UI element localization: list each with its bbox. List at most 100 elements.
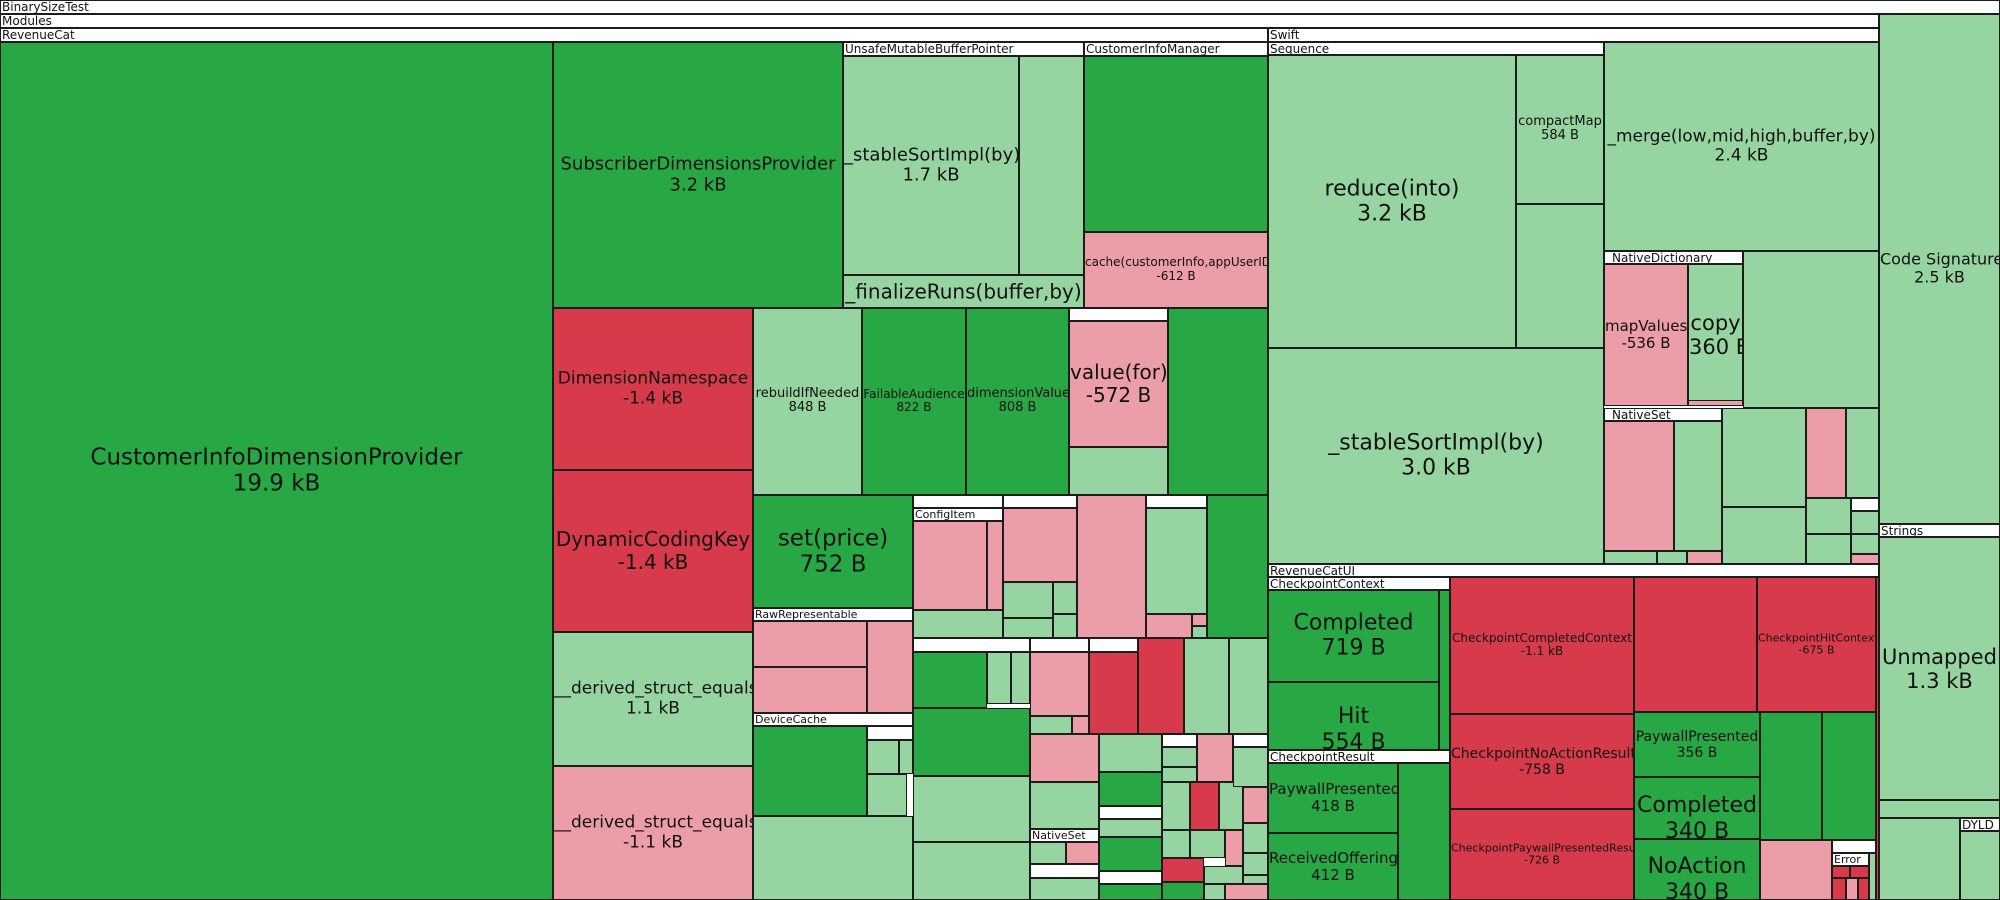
- tile-white-e[interactable]: [1099, 806, 1162, 819]
- tile-rebuild-if-needed[interactable]: rebuildIfNeeded 848 B: [753, 308, 862, 495]
- tile-dg-d[interactable]: [1099, 837, 1162, 871]
- tile-checkpoint-no-action-result[interactable]: CheckpointNoActionResult -758 B: [1450, 714, 1634, 809]
- tile-value-for-small[interactable]: [1069, 447, 1168, 495]
- tile-context-sliver[interactable]: [1439, 590, 1450, 750]
- tile-white-d[interactable]: [1030, 864, 1099, 878]
- tile-lg-d[interactable]: [913, 842, 1030, 900]
- tile-result-green-b[interactable]: [1822, 712, 1876, 840]
- tile-error-e[interactable]: [1858, 878, 1869, 900]
- tile-config-item-c[interactable]: [913, 610, 1003, 638]
- tile-lr-h[interactable]: [1225, 884, 1268, 900]
- tile-native-set-g[interactable]: [1806, 498, 1851, 534]
- tile-copy-sliver[interactable]: [1688, 400, 1743, 406]
- tile-native-set-k[interactable]: [1851, 554, 1879, 564]
- tile-subscriber-dimensions-provider[interactable]: SubscriberDimensionsProvider 3.2 kB: [553, 42, 843, 308]
- tile-map-values[interactable]: mapValues -536 B: [1604, 264, 1688, 406]
- tile-native-set-a[interactable]: [1604, 421, 1674, 551]
- tile-cache-customer-info[interactable]: cache(customerInfo,appUserID) -612 B: [1084, 232, 1268, 308]
- tile-green-d[interactable]: [1053, 614, 1077, 638]
- tile-dr-a[interactable]: [1089, 652, 1138, 734]
- tile-dg-e[interactable]: [1099, 884, 1162, 900]
- tile-lg-j[interactable]: [1030, 878, 1099, 900]
- tile-header-b[interactable]: [1146, 495, 1207, 508]
- tile-white-g[interactable]: [1162, 734, 1197, 747]
- tile-stable-sort-impl-swift[interactable]: _stableSortImpl(by) 3.0 kB: [1268, 348, 1604, 564]
- tile-raw-rep-b[interactable]: [867, 621, 913, 713]
- tile-native-dict-side[interactable]: [1743, 251, 1879, 408]
- tile-native-set-header[interactable]: [1851, 498, 1879, 511]
- tile-result-pink[interactable]: [1760, 840, 1832, 900]
- tile-dr-c[interactable]: [1162, 858, 1204, 882]
- tile-lr-g[interactable]: [1225, 830, 1243, 866]
- tile-checkpoint-hit-context[interactable]: CheckpointHitContext -675 B: [1757, 577, 1876, 712]
- tile-native-set-n[interactable]: [1687, 551, 1722, 564]
- tile-header-a[interactable]: [1003, 495, 1077, 508]
- tile-device-cache-e[interactable]: [753, 816, 913, 900]
- tile-green-e[interactable]: [1146, 508, 1207, 614]
- tile-green-f[interactable]: [1192, 626, 1207, 638]
- tile-native-set-i[interactable]: [1806, 534, 1851, 564]
- tile-lg-c[interactable]: [913, 776, 1030, 842]
- tile-green-block[interactable]: [1168, 308, 1268, 495]
- tile-completed-result[interactable]: Completed 340 B: [1634, 777, 1760, 839]
- tile-sequence-small[interactable]: [1516, 204, 1604, 348]
- tile-lg-f[interactable]: [1184, 638, 1229, 734]
- tile-pink-c[interactable]: [1146, 614, 1192, 638]
- tile-lg-e[interactable]: [1030, 716, 1072, 734]
- tile-merge[interactable]: _merge(low,mid,high,buffer,by) 2.4 kB: [1604, 42, 1879, 251]
- tile-dg-c[interactable]: [1099, 772, 1162, 806]
- tile-native-set-h[interactable]: [1851, 511, 1879, 534]
- tile-lg-w[interactable]: [1204, 884, 1225, 900]
- tile-value-for[interactable]: value(for) -572 B: [1069, 321, 1168, 447]
- tile-green-a[interactable]: [1003, 582, 1053, 618]
- tile-red-sliver[interactable]: [1876, 577, 1879, 900]
- tile-lg-t[interactable]: [1243, 823, 1268, 853]
- tile-failable-audience[interactable]: FailableAudience 822 B: [862, 308, 966, 495]
- tile-lg-k[interactable]: [1099, 734, 1162, 772]
- tile-device-cache-c[interactable]: [899, 740, 913, 774]
- tile-lr-f[interactable]: [1243, 787, 1268, 823]
- tile-lg-i[interactable]: [1030, 842, 1066, 864]
- tile-lg-v[interactable]: [1204, 866, 1243, 884]
- tile-lg-r[interactable]: [1190, 830, 1225, 858]
- tile-derived-struct-equals-2[interactable]: __derived_struct_equals -1.1 kB: [553, 766, 753, 900]
- tile-dg-a[interactable]: [913, 652, 987, 708]
- tile-dynamic-coding-key[interactable]: DynamicCodingKey -1.4 kB: [553, 470, 753, 632]
- tile-unmapped[interactable]: Unmapped 1.3 kB: [1879, 537, 2000, 800]
- tile-lr-c[interactable]: [1030, 734, 1099, 782]
- tile-header-c[interactable]: [913, 495, 1003, 508]
- tile-lg-s[interactable]: [1233, 747, 1268, 787]
- tile-unsafe-small[interactable]: [1019, 56, 1084, 275]
- tile-checkpoint-red-block[interactable]: [1634, 577, 1757, 712]
- tile-dg-b[interactable]: [913, 708, 1030, 776]
- tile-native-set-c[interactable]: [1722, 408, 1806, 507]
- tile-error-d[interactable]: [1846, 878, 1858, 900]
- tile-white-h[interactable]: [1233, 734, 1268, 747]
- tile-right-strip[interactable]: [1879, 800, 2000, 818]
- tile-customer-info-dimension-provider[interactable]: CustomerInfoDimensionProvider 19.9 kB: [0, 42, 553, 900]
- tile-white-c[interactable]: [1089, 638, 1138, 652]
- tile-lr-b[interactable]: [1072, 716, 1089, 734]
- tile-completed-context[interactable]: Completed 719 B: [1268, 590, 1439, 682]
- tile-config-item-b[interactable]: [987, 521, 1003, 610]
- tile-set-price[interactable]: set(price) 752 B: [753, 495, 913, 608]
- tile-device-cache-a[interactable]: [753, 726, 867, 816]
- tile-native-set-f[interactable]: [1846, 408, 1879, 498]
- tile-lg-l[interactable]: [1099, 819, 1162, 837]
- tile-lg-p[interactable]: [1162, 830, 1190, 858]
- tile-copy[interactable]: copy 360 B: [1688, 264, 1743, 406]
- tile-compact-map[interactable]: compactMap 584 B: [1516, 55, 1604, 204]
- tile-native-set-j[interactable]: [1851, 534, 1879, 554]
- tile-device-cache-header[interactable]: [867, 726, 913, 740]
- tile-pink-a[interactable]: [1003, 508, 1077, 582]
- tile-pink-b[interactable]: [1077, 495, 1146, 638]
- tile-lg-u[interactable]: [1243, 853, 1268, 875]
- tile-result-side[interactable]: [1398, 763, 1450, 900]
- tile-error-c[interactable]: [1832, 878, 1846, 900]
- tile-white-b[interactable]: [1030, 638, 1089, 652]
- tile-customer-info-manager-main[interactable]: [1084, 56, 1268, 232]
- tile-lg-a[interactable]: [987, 652, 1011, 704]
- tile-pink-d[interactable]: [1192, 614, 1207, 626]
- tile-value-for-header[interactable]: [1069, 308, 1168, 321]
- tile-paywall-presented-2[interactable]: PaywallPresented 356 B: [1634, 712, 1760, 777]
